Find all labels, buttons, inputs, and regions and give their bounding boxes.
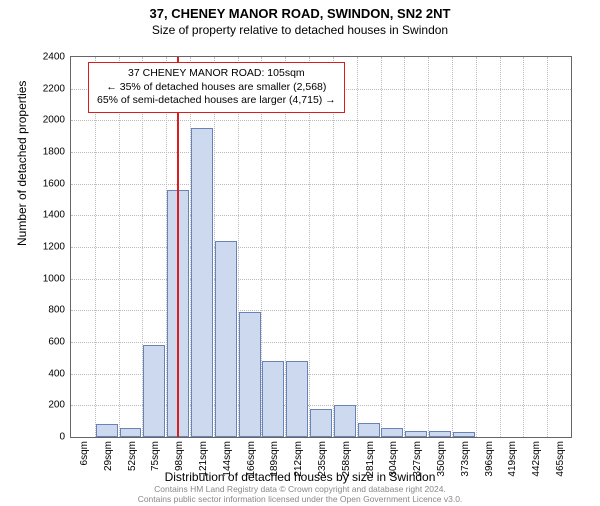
gridline-h xyxy=(71,215,571,216)
gridline-h xyxy=(71,120,571,121)
gridline-h xyxy=(71,184,571,185)
histogram-bar xyxy=(405,431,427,437)
histogram-bar xyxy=(191,128,213,437)
histogram-bar xyxy=(310,409,332,438)
histogram-bar xyxy=(120,428,142,438)
ytick-label: 800 xyxy=(48,305,65,316)
ytick-label: 1800 xyxy=(43,147,65,158)
chart-plot-area: 0200400600800100012001400160018002000220… xyxy=(70,56,572,438)
ytick-label: 0 xyxy=(59,432,65,443)
histogram-bar xyxy=(334,405,356,437)
infobox-line1: 37 CHENEY MANOR ROAD: 105sqm xyxy=(97,67,336,81)
infobox-line2: ← 35% of detached houses are smaller (2,… xyxy=(97,81,336,95)
gridline-v xyxy=(547,57,548,437)
gridline-v xyxy=(333,57,334,437)
ytick-label: 1600 xyxy=(43,178,65,189)
xtick-label: 52sqm xyxy=(127,441,138,471)
histogram-bar xyxy=(262,361,284,437)
gridline-v xyxy=(404,57,405,437)
gridline-v xyxy=(381,57,382,437)
histogram-bar xyxy=(96,424,118,437)
histogram-bar xyxy=(143,345,165,437)
ytick-label: 2000 xyxy=(43,115,65,126)
gridline-v xyxy=(476,57,477,437)
xtick-label: 6sqm xyxy=(79,441,90,465)
gridline-h xyxy=(71,152,571,153)
property-marker-line xyxy=(177,57,179,437)
footer-line2: Contains public sector information licen… xyxy=(0,494,600,504)
chart-subtitle: Size of property relative to detached ho… xyxy=(0,23,600,37)
histogram-bar xyxy=(381,428,403,438)
gridline-h xyxy=(71,279,571,280)
infobox-line3: 65% of semi-detached houses are larger (… xyxy=(97,94,336,108)
gridline-v xyxy=(119,57,120,437)
xtick-label: 29sqm xyxy=(103,441,114,471)
gridline-h xyxy=(71,342,571,343)
histogram-bar xyxy=(453,432,475,437)
gridline-v xyxy=(357,57,358,437)
footer-attribution: Contains HM Land Registry data © Crown c… xyxy=(0,484,600,504)
gridline-v xyxy=(452,57,453,437)
ytick-label: 600 xyxy=(48,337,65,348)
chart-infobox: 37 CHENEY MANOR ROAD: 105sqm ← 35% of de… xyxy=(88,62,345,113)
ytick-label: 1200 xyxy=(43,242,65,253)
chart-title: 37, CHENEY MANOR ROAD, SWINDON, SN2 2NT xyxy=(0,6,600,21)
histogram-bar xyxy=(239,312,261,437)
ytick-label: 2400 xyxy=(43,52,65,63)
gridline-v xyxy=(95,57,96,437)
gridline-v xyxy=(428,57,429,437)
ytick-label: 400 xyxy=(48,368,65,379)
y-axis-label: Number of detached properties xyxy=(15,81,29,246)
ytick-label: 200 xyxy=(48,400,65,411)
ytick-label: 2200 xyxy=(43,83,65,94)
gridline-h xyxy=(71,247,571,248)
histogram-bar xyxy=(358,423,380,437)
gridline-v xyxy=(500,57,501,437)
xtick-label: 98sqm xyxy=(174,441,185,471)
histogram-bar xyxy=(215,241,237,437)
gridline-v xyxy=(523,57,524,437)
gridline-h xyxy=(71,310,571,311)
xtick-label: 75sqm xyxy=(150,441,161,471)
gridline-v xyxy=(309,57,310,437)
histogram-bar xyxy=(286,361,308,437)
ytick-label: 1400 xyxy=(43,210,65,221)
ytick-label: 1000 xyxy=(43,273,65,284)
x-axis-label: Distribution of detached houses by size … xyxy=(0,470,600,484)
histogram-bar xyxy=(429,431,451,437)
footer-line1: Contains HM Land Registry data © Crown c… xyxy=(0,484,600,494)
